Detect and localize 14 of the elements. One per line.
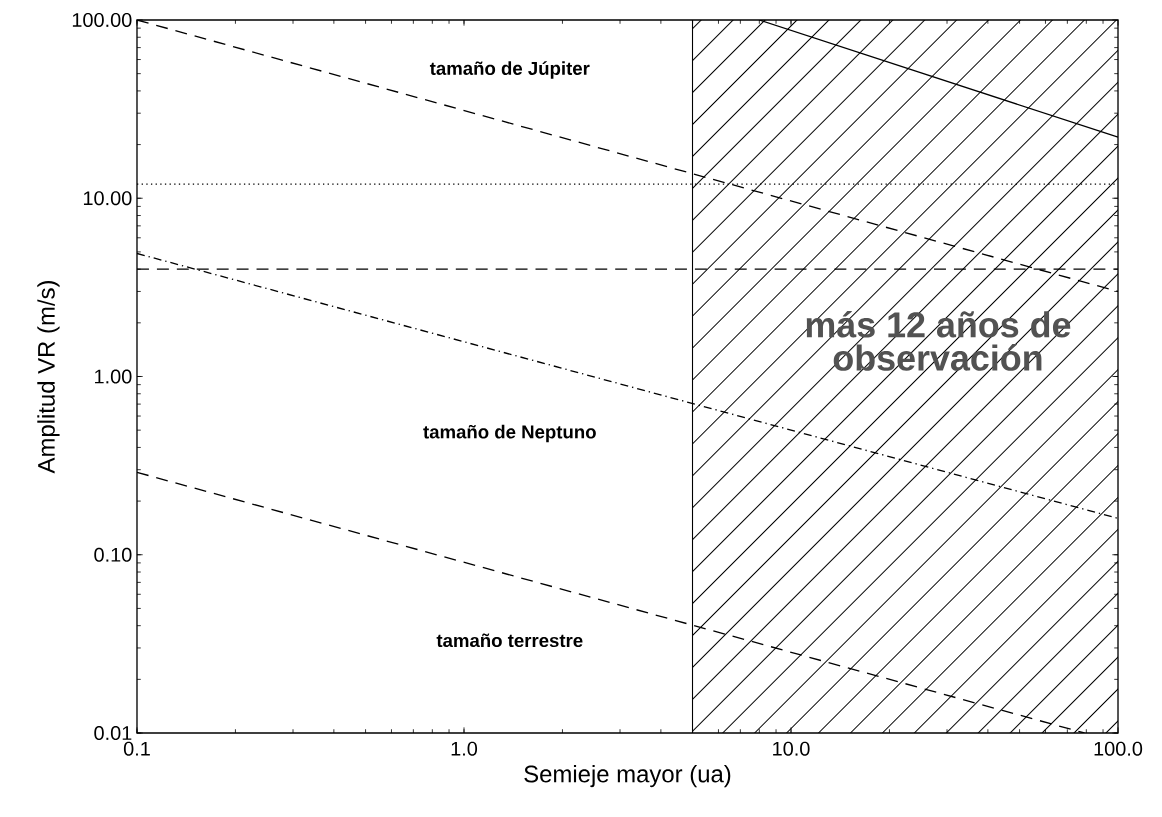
y-tick-label: 100.00: [72, 12, 132, 28]
x-tick-label: 0.1: [123, 741, 150, 756]
y-tick-label: 10.00: [83, 191, 132, 206]
annotation: tamaño de Júpiter: [429, 61, 590, 79]
x-axis-title: Semieje mayor (ua): [524, 764, 731, 788]
y-axis-title: Amplitud VR (m/s): [37, 281, 60, 474]
x-tick-label: 1.0: [451, 741, 478, 756]
y-tick-label: 0.01: [94, 725, 132, 741]
y-tick-label: 0.10: [94, 547, 132, 562]
x-tick-label: 10.0: [773, 741, 810, 756]
annotation: tamaño de Neptuno: [423, 424, 596, 443]
y-tick-label: 1.00: [95, 369, 132, 384]
annotation: tamaño terrestre: [436, 633, 583, 648]
x-tick-label: 100.0: [1094, 741, 1143, 756]
